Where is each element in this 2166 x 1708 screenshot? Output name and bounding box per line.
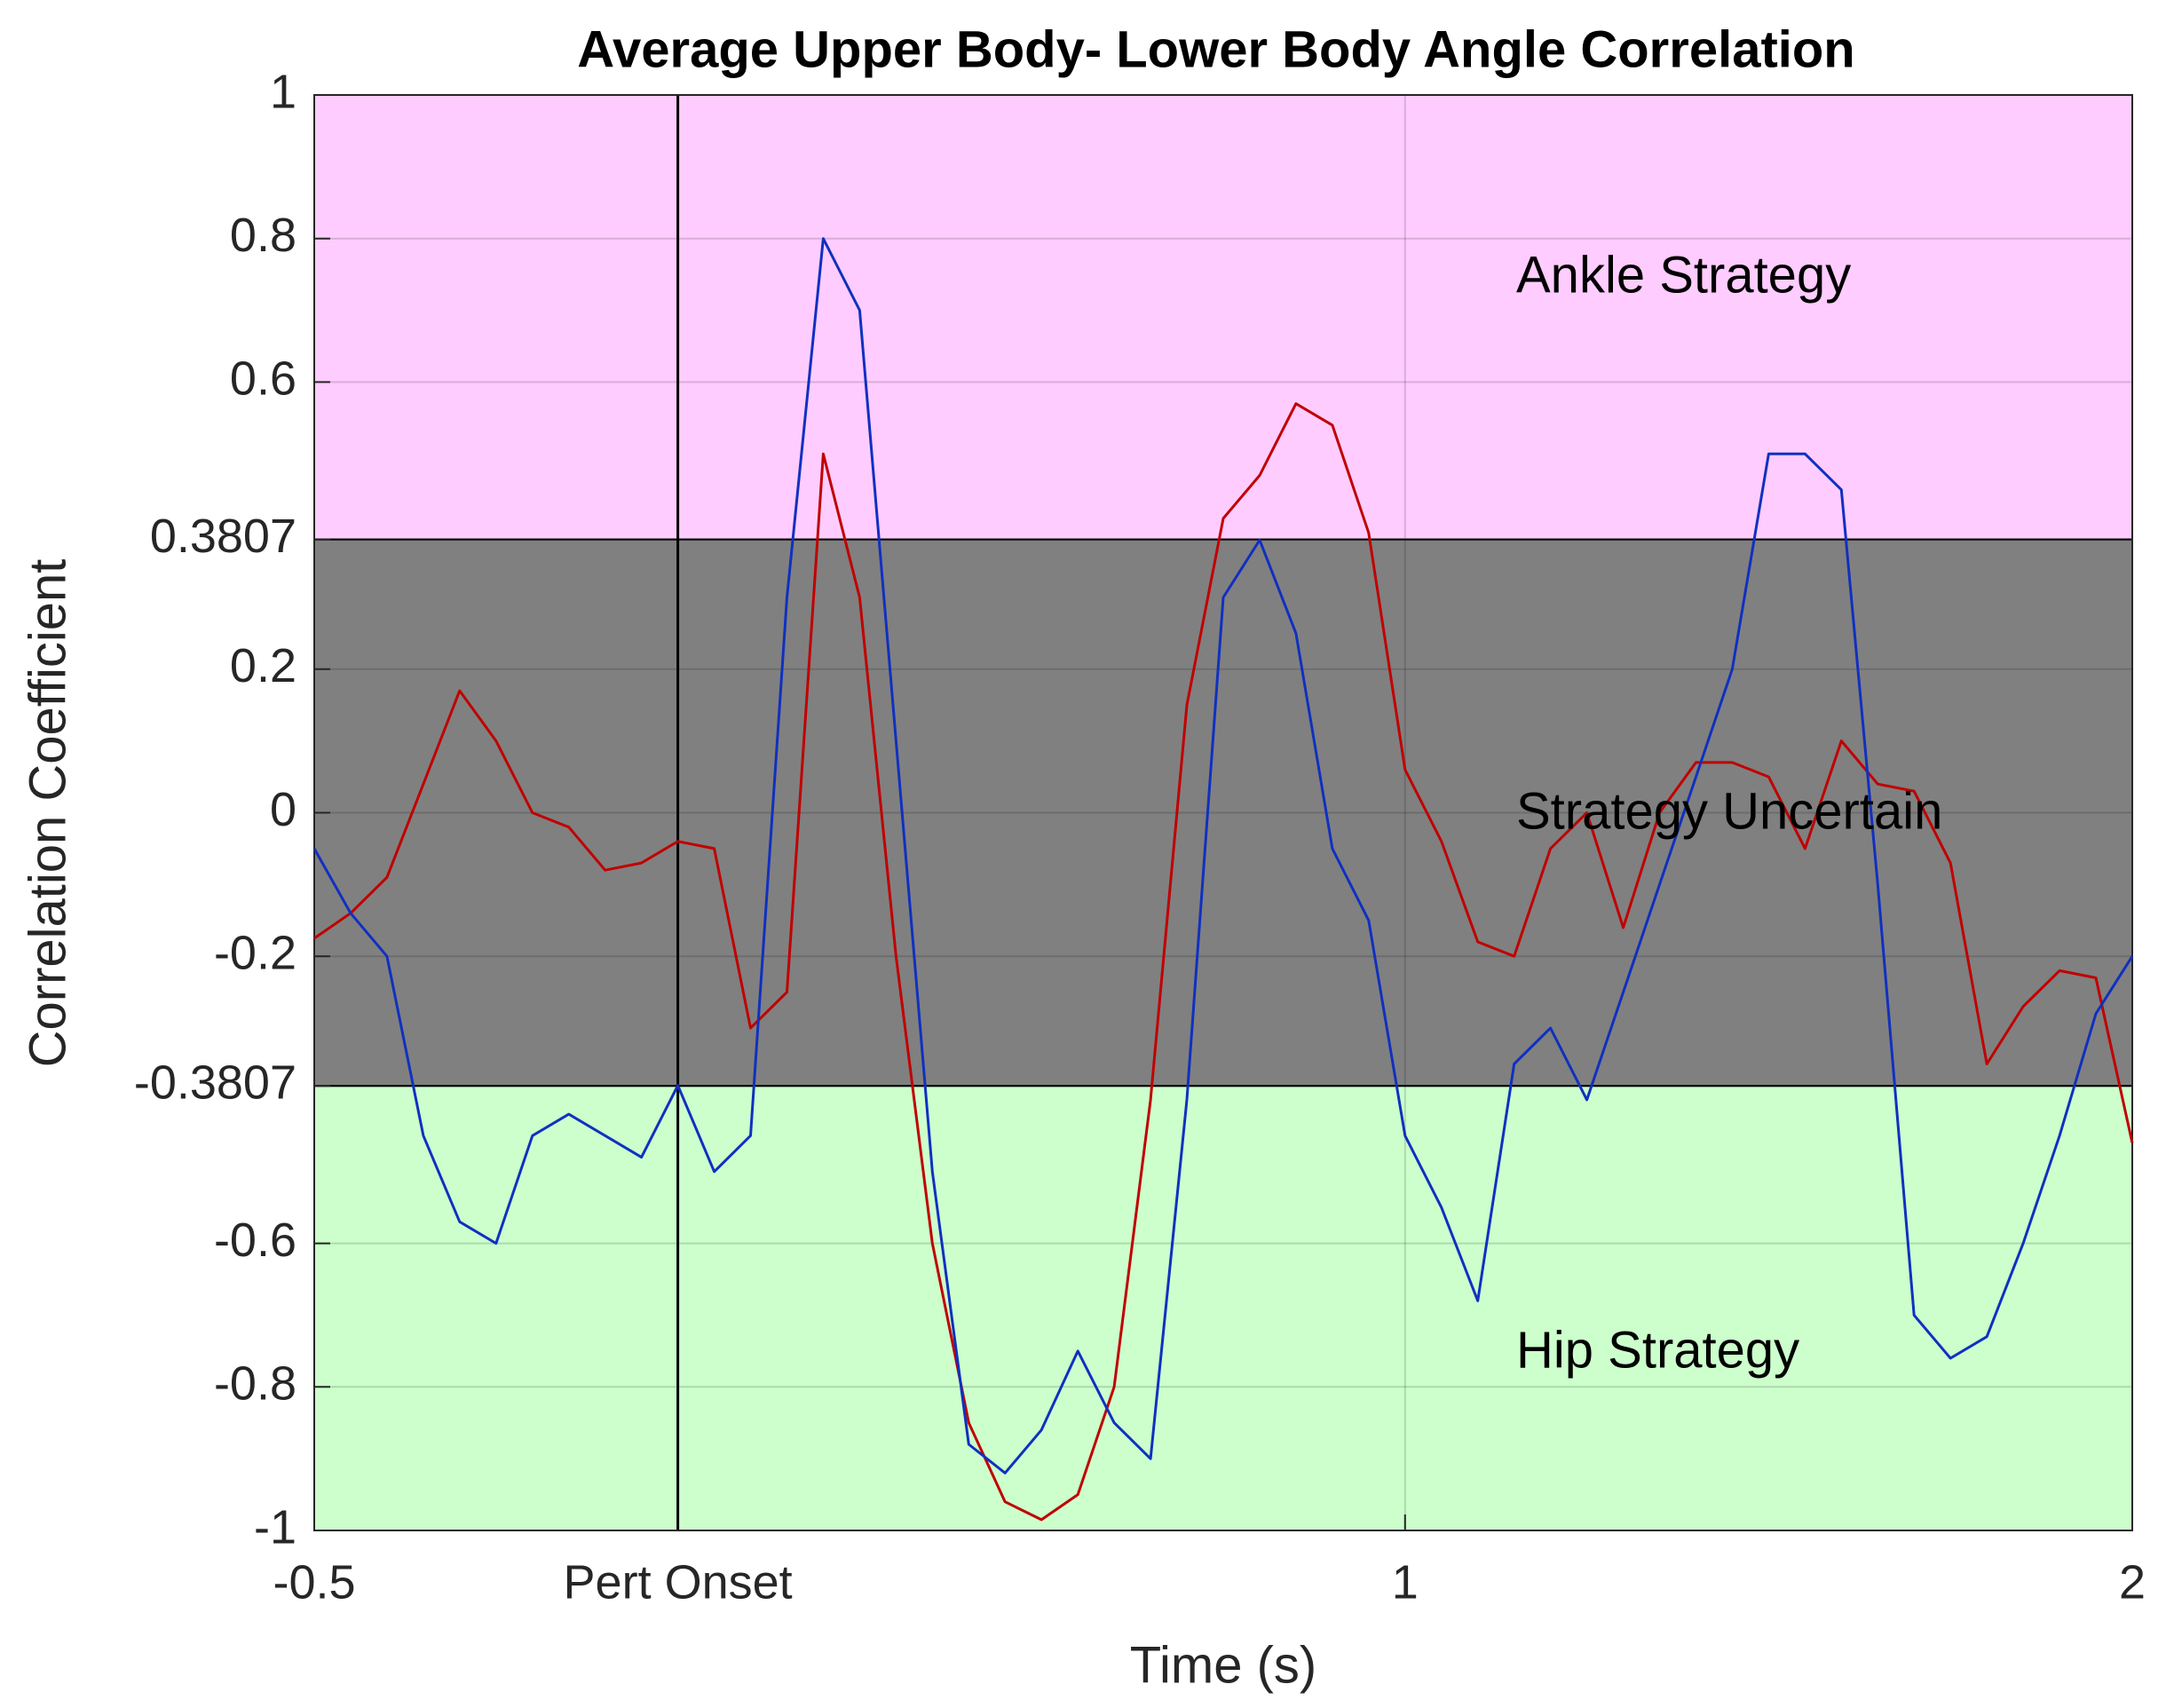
- y-tick-label: -0.8: [214, 1357, 296, 1411]
- x-tick-label: Pert Onset: [564, 1555, 793, 1609]
- y-tick-label: 0.6: [230, 352, 296, 406]
- y-tick-label: -0.6: [214, 1214, 296, 1267]
- y-tick-label: 0.2: [230, 639, 296, 692]
- y-tick-label: -1: [254, 1500, 296, 1554]
- region-band: [313, 538, 2133, 1087]
- y-tick-label: -0.3807: [134, 1056, 296, 1110]
- y-axis-label: Correlation Coefficient: [19, 559, 76, 1068]
- series-line: [313, 402, 2134, 1522]
- x-axis-label: Time (s): [1130, 1636, 1316, 1694]
- y-tick-label: 1: [270, 65, 296, 118]
- labels: Ankle Strategy Strategy Uncertain Hip Stra…: [134, 65, 2146, 1609]
- plot-frame: [313, 94, 2133, 1531]
- region-band: [313, 94, 2133, 541]
- y-tick-label: 0.3807: [150, 510, 296, 563]
- lines: [312, 237, 2134, 1522]
- chart-title: Average Upper Body- Lower Body Angle Cor…: [577, 20, 1854, 78]
- x-tick-label: 2: [2119, 1555, 2146, 1609]
- y-tick-label: 0.8: [230, 209, 296, 262]
- region-band: [313, 1085, 2133, 1531]
- y-tick-label: 0: [270, 783, 296, 836]
- region-label: Ankle Strategy: [1516, 246, 1851, 304]
- region-label: Strategy Uncertain: [1516, 782, 1942, 840]
- x-tick-label: -0.5: [273, 1555, 355, 1609]
- bands: [313, 94, 2133, 1531]
- region-label: Hip Strategy: [1516, 1321, 1799, 1379]
- x-tick-label: 1: [1392, 1555, 1419, 1609]
- series-line: [312, 237, 2134, 1475]
- y-tick-label: -0.2: [214, 926, 296, 979]
- grid: [313, 94, 2133, 1531]
